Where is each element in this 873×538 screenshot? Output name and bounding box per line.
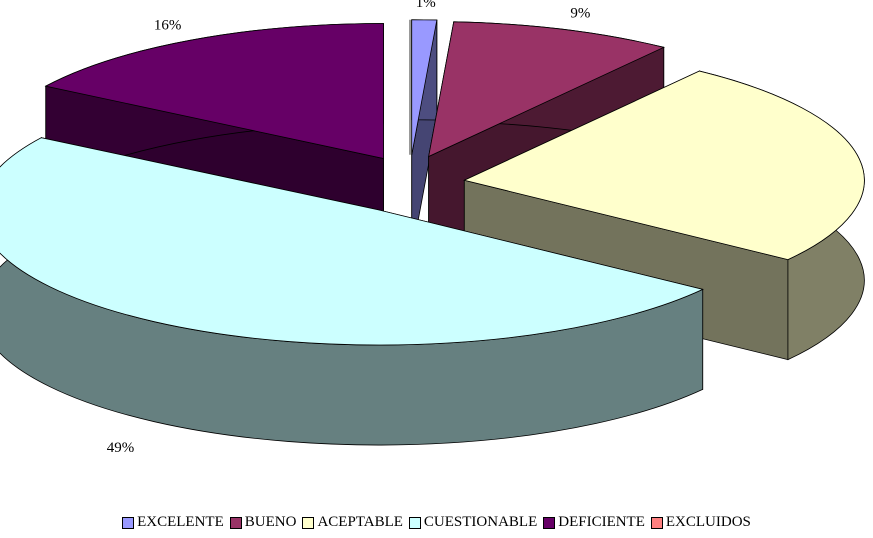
legend-swatch xyxy=(229,516,242,529)
pie-area: 1%9%25%49%16%0% xyxy=(0,0,865,456)
legend-label: ACEPTABLE xyxy=(317,514,403,530)
legend-swatch xyxy=(543,516,556,529)
legend-swatch xyxy=(650,516,663,529)
legend: EXCELENTE BUENO ACEPTABLE CUESTIONABLE DEFIC… xyxy=(0,514,873,531)
slice-top xyxy=(44,23,384,159)
slice-top xyxy=(0,137,704,346)
legend-swatch xyxy=(302,516,315,529)
legend-label: EXCLUIDOS xyxy=(665,514,751,530)
data-label: 9% xyxy=(570,6,590,22)
legend-item: ACEPTABLE xyxy=(302,514,403,531)
legend-swatch xyxy=(408,516,421,529)
legend-label: EXCELENTE xyxy=(137,514,224,530)
data-label: 1% xyxy=(416,0,436,11)
slice-top xyxy=(463,70,865,261)
legend-label: BUENO xyxy=(244,514,297,530)
legend-item: DEFICIENTE xyxy=(543,514,645,531)
legend-item: BUENO xyxy=(229,514,297,531)
legend-swatch xyxy=(122,516,135,529)
data-label: 49% xyxy=(107,440,135,456)
legend-item: CUESTIONABLE xyxy=(408,514,538,531)
legend-label: DEFICIENTE xyxy=(558,514,645,530)
slice xyxy=(411,19,438,255)
legend-label: CUESTIONABLE xyxy=(423,514,538,530)
slice xyxy=(0,137,704,446)
slice-top xyxy=(428,21,665,158)
slice-top xyxy=(411,19,438,155)
legend-item: EXCELENTE xyxy=(122,514,224,531)
data-label: 16% xyxy=(154,17,182,33)
legend-item: EXCLUIDOS xyxy=(650,514,751,531)
slice xyxy=(463,70,865,361)
